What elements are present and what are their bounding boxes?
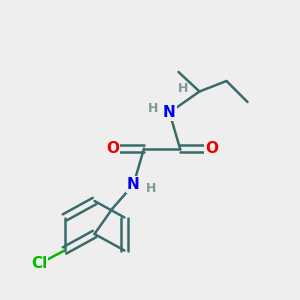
Text: O: O — [205, 141, 218, 156]
Text: O: O — [106, 141, 119, 156]
Text: N: N — [127, 177, 140, 192]
Text: H: H — [146, 182, 157, 196]
Text: H: H — [148, 101, 158, 115]
Text: N: N — [163, 105, 176, 120]
Text: H: H — [178, 82, 188, 95]
Text: Cl: Cl — [31, 256, 47, 272]
